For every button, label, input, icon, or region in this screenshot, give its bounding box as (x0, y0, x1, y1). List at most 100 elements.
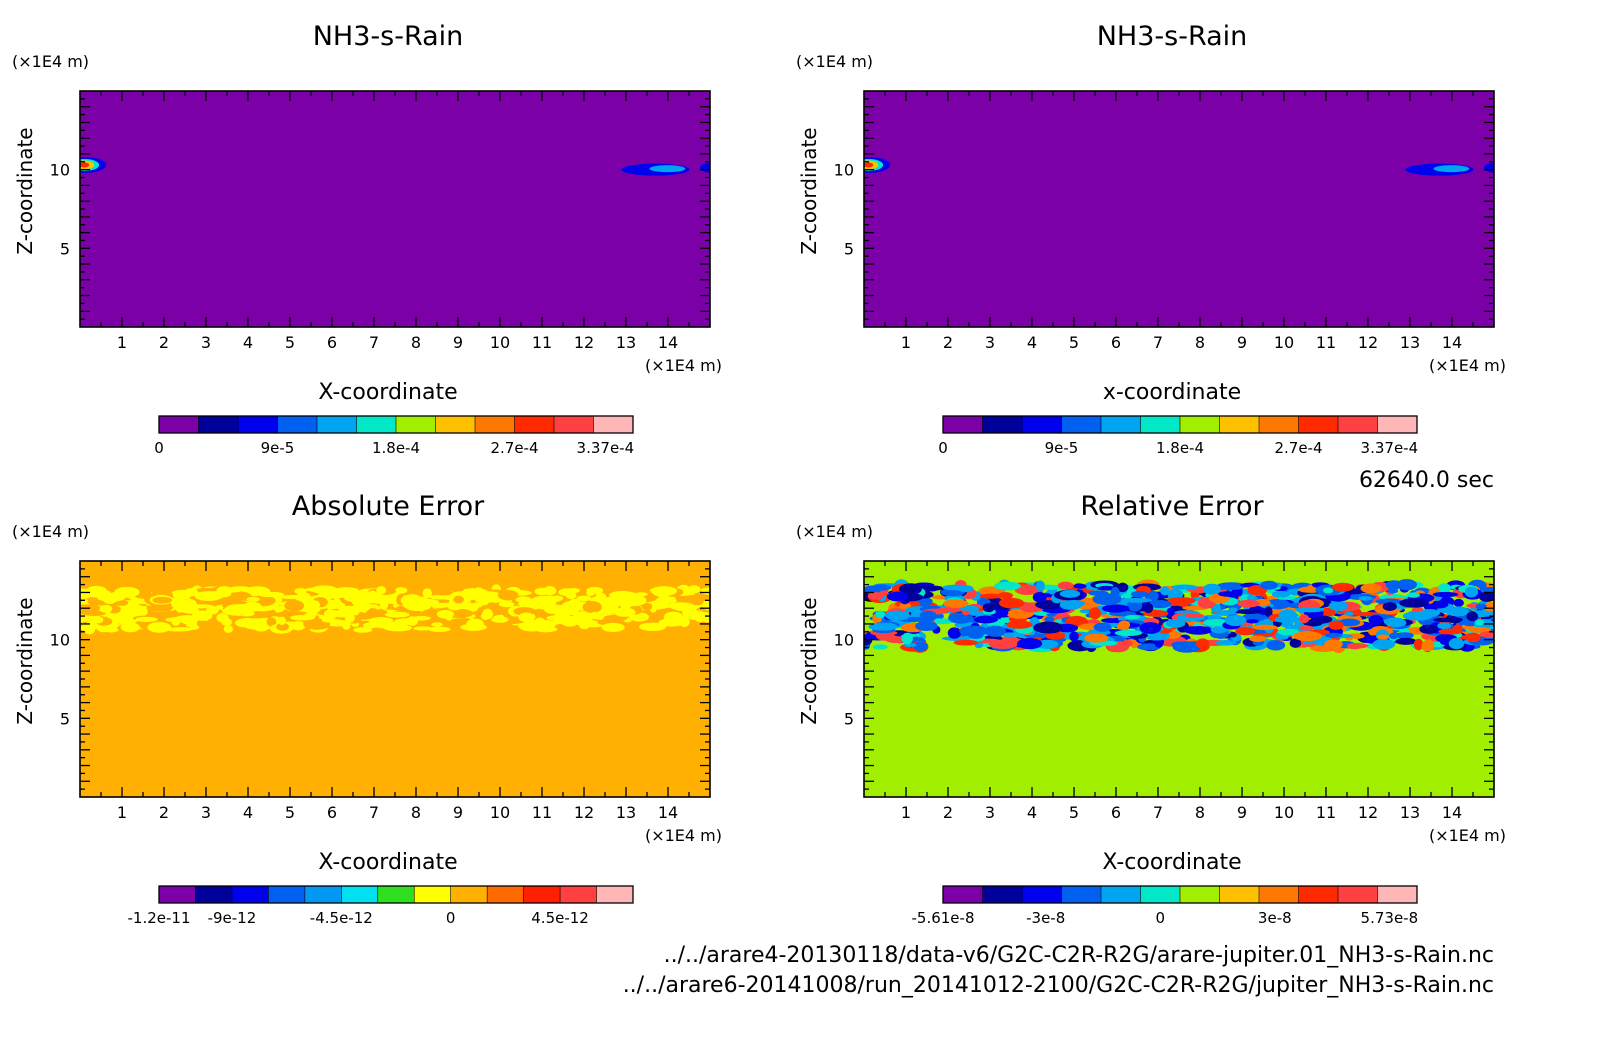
x-axis-label: X-coordinate (318, 380, 457, 405)
x-tick-label: 14 (1442, 333, 1462, 352)
colorbar-tick-label: 2.7e-4 (1274, 439, 1322, 457)
colorbar-segment (356, 416, 397, 433)
heatmap-cell (1259, 580, 1278, 590)
heatmap-cell (1059, 589, 1081, 598)
heatmap-cell (1143, 603, 1154, 614)
heatmap-cell (1121, 593, 1133, 599)
heatmap-cell (988, 639, 1018, 650)
heatmap-cell (872, 584, 892, 591)
heatmap-cell (498, 601, 515, 608)
heatmap-cell (973, 615, 998, 624)
heatmap-cell (343, 591, 367, 603)
heatmap-cell (427, 626, 451, 632)
x-tick-label: 12 (574, 803, 594, 822)
heatmap-cell (1475, 619, 1484, 626)
heatmap-cell (913, 641, 928, 652)
heatmap-cell (274, 605, 284, 614)
heatmap-cell (431, 622, 443, 627)
heatmap-cell (158, 585, 171, 594)
x-axis-unit: (×1E4 m) (1429, 826, 1506, 845)
heatmap-cell (1344, 611, 1354, 616)
y-axis-label: Z-coordinate (797, 127, 821, 254)
colorbar-tick-label: 0 (446, 909, 456, 927)
heatmap-cell (1059, 599, 1082, 610)
heatmap-cell (1338, 618, 1361, 627)
x-tick-label: 2 (943, 333, 953, 352)
heatmap-cell (872, 644, 888, 650)
colorbar-tick-label: 3.37e-4 (1361, 439, 1419, 457)
heatmap-cell (1237, 599, 1260, 608)
y-axis-label: Z-coordinate (13, 127, 37, 254)
heatmap-cell (432, 590, 455, 596)
heatmap-cell (372, 609, 389, 619)
source-file-line-1: ../../arare4-20130118/data-v6/G2C-C2R-R2… (664, 943, 1494, 968)
heatmap-cell (1241, 613, 1266, 622)
heatmap-cell (353, 627, 373, 633)
heatmap-cell (590, 611, 599, 620)
heatmap-cell (629, 612, 650, 622)
colorbar-segment (596, 886, 634, 903)
heatmap-cell (565, 592, 577, 600)
heatmap-cell (1324, 632, 1343, 638)
heatmap-cell (682, 610, 704, 616)
heatmap-blob (1433, 165, 1470, 173)
heatmap-cell (304, 587, 333, 592)
colorbar-segment (487, 886, 525, 903)
heatmap-cell (99, 604, 113, 613)
colorbar-segment (414, 886, 452, 903)
y-tick-label: 5 (60, 239, 70, 258)
x-axis-unit: (×1E4 m) (1429, 356, 1506, 375)
heatmap-cell (224, 604, 252, 616)
heatmap-cell (654, 598, 665, 610)
heatmap-field (864, 561, 1494, 797)
x-tick-label: 1 (117, 803, 127, 822)
heatmap-cell (1331, 582, 1354, 592)
heatmap-cell (1375, 598, 1403, 605)
x-tick-label: 5 (1069, 333, 1079, 352)
colorbar-tick-label: -9e-12 (208, 909, 257, 927)
heatmap-cell (257, 591, 285, 598)
heatmap-cell (868, 622, 898, 631)
chart-panel-1: NH3-s-Rain(×1E4 m)1 2 3 4 5 6 7 8 9 10 11 12 13 14510… (12, 21, 722, 457)
heatmap-cell (1395, 632, 1414, 639)
x-tick-label: 3 (985, 333, 995, 352)
colorbar-segment (523, 886, 561, 903)
x-tick-label: 3 (201, 333, 211, 352)
heatmap-cell (1328, 600, 1349, 611)
y-axis-label: Z-coordinate (13, 597, 37, 724)
colorbar-segment (475, 416, 515, 433)
chart-title: Absolute Error (292, 491, 485, 522)
heatmap-cell (1092, 593, 1122, 606)
heatmap-cell (277, 616, 287, 625)
y-axis-label: Z-coordinate (797, 597, 821, 724)
chart-title: NH3-s-Rain (313, 21, 464, 52)
heatmap-field (80, 91, 710, 327)
colorbar-segment (982, 886, 1023, 903)
heatmap-cell (1073, 583, 1087, 589)
heatmap-cell (1298, 614, 1310, 624)
heatmap-cell (638, 622, 667, 631)
heatmap-cell (221, 618, 233, 626)
heatmap-cell (400, 595, 419, 606)
heatmap-cell (1437, 622, 1452, 630)
y-axis-unit: (×1E4 m) (12, 52, 89, 71)
colorbar-segment (1061, 886, 1102, 903)
colorbar-segment (1338, 416, 1378, 433)
heatmap-cell (1116, 582, 1129, 593)
x-tick-label: 4 (243, 803, 253, 822)
heatmap-cell (1453, 598, 1464, 607)
x-tick-label: 2 (159, 333, 169, 352)
x-axis-label: x-coordinate (1103, 380, 1241, 405)
x-tick-label: 2 (159, 803, 169, 822)
colorbar-segment (1338, 886, 1378, 903)
heatmap-cell (578, 619, 591, 630)
heatmap-field (80, 561, 710, 797)
heatmap-cell (534, 626, 558, 633)
heatmap-cell (1448, 638, 1465, 650)
heatmap-blob (80, 162, 90, 168)
x-tick-label: 5 (285, 333, 295, 352)
heatmap-cell (413, 626, 433, 631)
heatmap-cell (915, 621, 938, 632)
colorbar-segment (1140, 886, 1181, 903)
